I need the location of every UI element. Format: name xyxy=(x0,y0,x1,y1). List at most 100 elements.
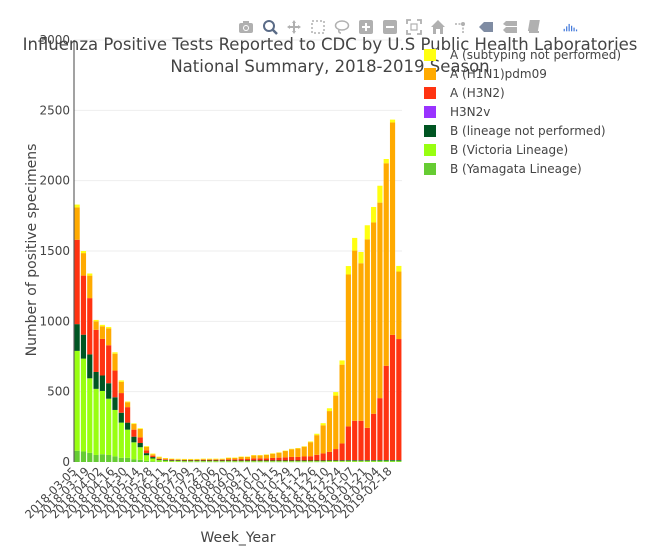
bar-segment[interactable] xyxy=(276,452,282,458)
bar-segment[interactable] xyxy=(257,461,263,462)
bar-segment[interactable] xyxy=(137,447,143,460)
bar-segment[interactable] xyxy=(99,375,105,391)
bar-segment[interactable] xyxy=(137,459,143,462)
bar-segment[interactable] xyxy=(125,402,131,408)
docs-icon[interactable] xyxy=(524,17,544,37)
bar-segment[interactable] xyxy=(200,461,206,462)
bar-segment[interactable] xyxy=(320,425,326,454)
bar-segment[interactable] xyxy=(87,298,93,355)
bar-segment[interactable] xyxy=(232,461,238,462)
bar-segment[interactable] xyxy=(244,456,251,460)
bar-segment[interactable] xyxy=(207,459,213,460)
legend-item-label[interactable]: A (H1N1)pdm09 xyxy=(450,67,547,81)
bar-segment[interactable] xyxy=(289,461,295,462)
legend-swatch[interactable] xyxy=(424,106,436,118)
bar-segment[interactable] xyxy=(326,460,333,462)
bar-segment[interactable] xyxy=(339,360,345,365)
bar-segment[interactable] xyxy=(371,413,377,461)
bar-segment[interactable] xyxy=(181,461,187,462)
bar-segment[interactable] xyxy=(112,397,118,410)
bar-segment[interactable] xyxy=(188,461,194,462)
bar-segment[interactable] xyxy=(106,398,112,455)
bar-segment[interactable] xyxy=(162,460,169,462)
bar-segment[interactable] xyxy=(396,339,402,461)
bar-segment[interactable] xyxy=(389,461,396,462)
bar-segment[interactable] xyxy=(301,456,307,461)
bar-segment[interactable] xyxy=(396,460,402,462)
bar-segment[interactable] xyxy=(74,450,80,462)
bar-segment[interactable] xyxy=(143,455,150,461)
bar-segment[interactable] xyxy=(314,435,320,455)
bar-segment[interactable] xyxy=(289,456,295,461)
bar-segment[interactable] xyxy=(358,251,364,264)
bar-segment[interactable] xyxy=(389,334,396,461)
bar-segment[interactable] xyxy=(200,460,206,462)
bar-segment[interactable] xyxy=(137,428,143,429)
bar-segment[interactable] xyxy=(112,370,118,398)
camera-icon[interactable] xyxy=(236,17,256,37)
bar-segment[interactable] xyxy=(326,408,333,412)
bar-segment[interactable] xyxy=(156,456,162,458)
bar-segment[interactable] xyxy=(244,459,251,461)
bar-segment[interactable] xyxy=(377,185,383,203)
legend-item-label[interactable]: B (Victoria Lineage) xyxy=(450,143,568,157)
autoscale-icon[interactable] xyxy=(404,17,424,37)
bar-segment[interactable] xyxy=(345,274,351,427)
bar-segment[interactable] xyxy=(80,275,87,335)
bar-segment[interactable] xyxy=(74,239,80,325)
bar-segment[interactable] xyxy=(326,411,333,452)
bar-segment[interactable] xyxy=(150,457,156,459)
bar-segment[interactable] xyxy=(87,354,93,379)
bar-segment[interactable] xyxy=(383,365,389,461)
bar-segment[interactable] xyxy=(131,436,137,443)
bar-segment[interactable] xyxy=(383,460,389,462)
bar-segment[interactable] xyxy=(276,457,282,461)
bar-segment[interactable] xyxy=(371,460,377,461)
bar-segment[interactable] xyxy=(93,329,99,372)
bar-segment[interactable] xyxy=(175,460,181,462)
bar-segment[interactable] xyxy=(225,459,232,461)
bar-segment[interactable] xyxy=(194,459,200,461)
bar-segment[interactable] xyxy=(219,461,225,462)
bar-segment[interactable] xyxy=(270,461,276,462)
bar-segment[interactable] xyxy=(396,271,402,340)
bar-segment[interactable] xyxy=(301,446,307,457)
bar-segment[interactable] xyxy=(80,451,87,462)
bar-segment[interactable] xyxy=(150,454,156,456)
bar-segment[interactable] xyxy=(131,429,137,437)
bar-segment[interactable] xyxy=(143,460,150,462)
legend-swatch[interactable] xyxy=(424,144,436,156)
bar-segment[interactable] xyxy=(150,461,156,462)
bar-segment[interactable] xyxy=(301,461,307,462)
bar-segment[interactable] xyxy=(93,371,99,389)
bar-segment[interactable] xyxy=(295,460,301,462)
legend-item-label[interactable]: H3N2v xyxy=(450,105,490,119)
bar-segment[interactable] xyxy=(125,401,131,403)
bar-segment[interactable] xyxy=(352,460,358,462)
bar-segment[interactable] xyxy=(345,460,351,461)
bar-segment[interactable] xyxy=(326,451,333,461)
bar-segment[interactable] xyxy=(396,265,402,272)
bar-segment[interactable] xyxy=(263,458,269,461)
bar-segment[interactable] xyxy=(339,443,345,461)
bar-segment[interactable] xyxy=(156,459,162,461)
zoom-icon[interactable] xyxy=(260,17,280,37)
legend-item-label[interactable]: A (H3N2) xyxy=(450,86,505,100)
bar-segment[interactable] xyxy=(314,454,320,461)
bar-segment[interactable] xyxy=(383,159,389,164)
bar-segment[interactable] xyxy=(371,460,377,462)
bar-segment[interactable] xyxy=(118,380,124,382)
bar-segment[interactable] xyxy=(320,423,326,426)
bar-segment[interactable] xyxy=(225,460,232,462)
bar-segment[interactable] xyxy=(118,393,124,413)
bar-segment[interactable] xyxy=(131,424,137,430)
bar-segment[interactable] xyxy=(251,455,257,459)
bar-segment[interactable] xyxy=(364,460,370,461)
bar-segment[interactable] xyxy=(125,422,131,430)
bar-segment[interactable] xyxy=(125,457,131,462)
bar-segment[interactable] xyxy=(289,449,295,457)
bar-segment[interactable] xyxy=(295,461,301,462)
bar-segment[interactable] xyxy=(377,202,383,399)
bar-segment[interactable] xyxy=(137,428,143,438)
bar-segment[interactable] xyxy=(358,460,364,462)
